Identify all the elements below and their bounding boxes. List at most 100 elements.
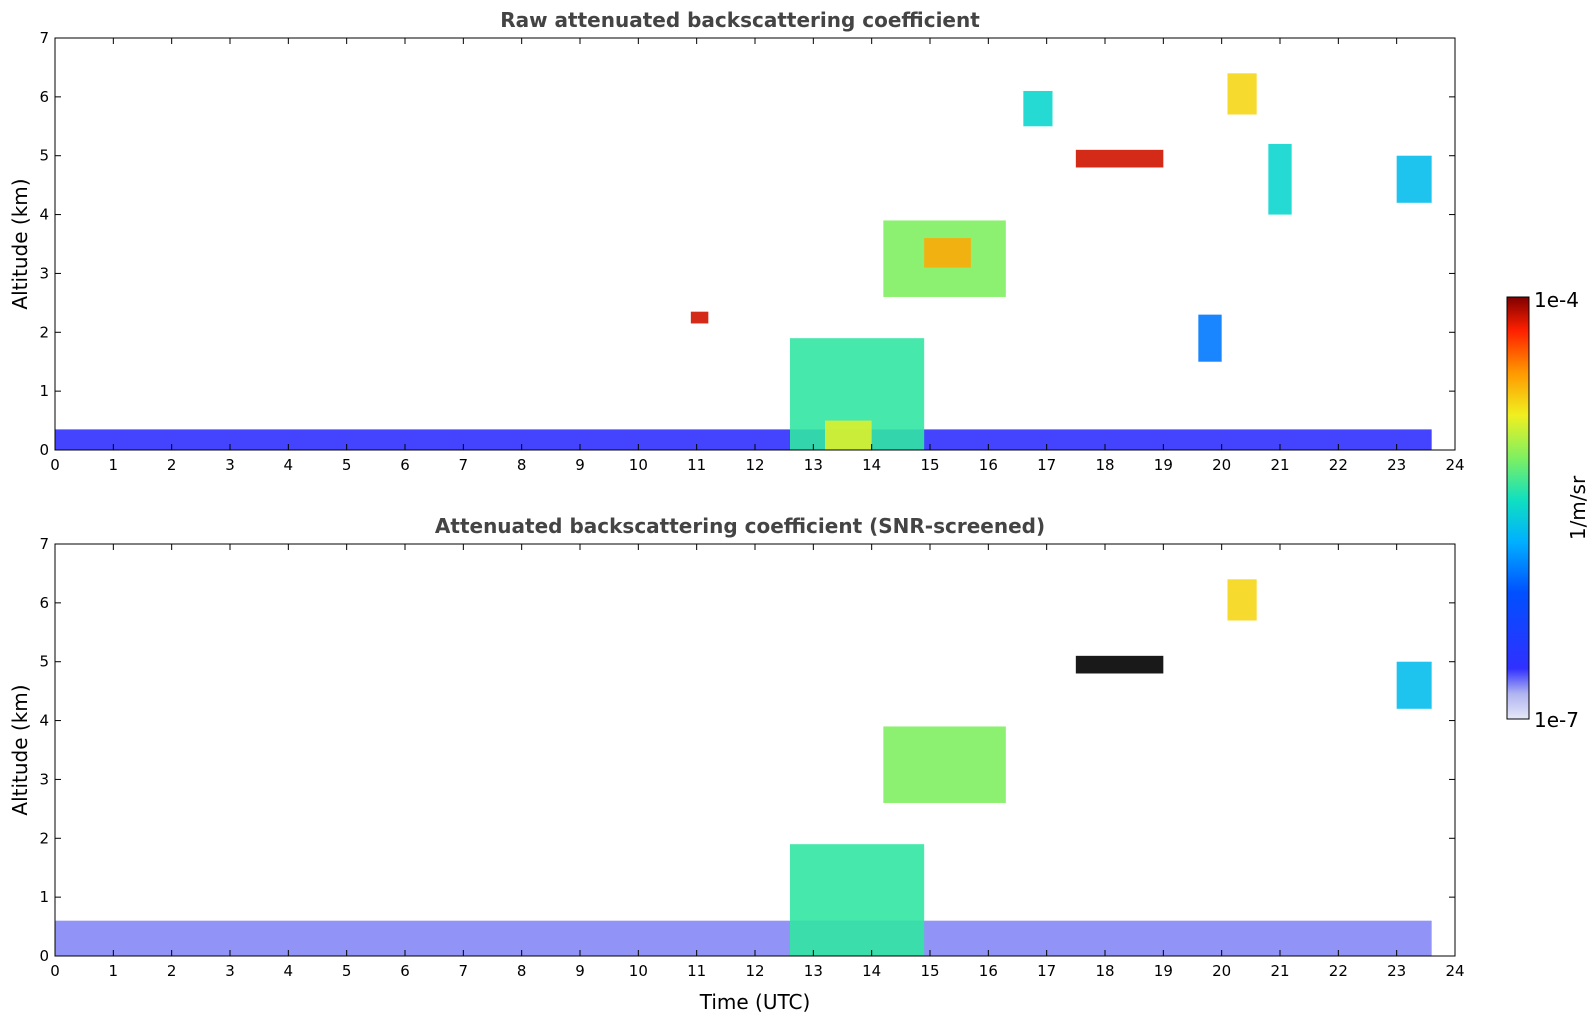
y-tick-label: 4 — [39, 206, 49, 224]
x-tick-label: 14 — [862, 456, 881, 474]
x-tick-label: 20 — [1212, 962, 1231, 980]
x-tick-label: 21 — [1270, 962, 1289, 980]
y-tick-label: 3 — [39, 264, 49, 282]
y-tick-label: 3 — [39, 770, 49, 788]
screened-x-axis: 0 1 2 3 4 5 6 7 8 9 10 11 12 13 14 15 16 17 18 19 20 21 22 23 24 — [50, 544, 1465, 980]
screened-y-axis-label: Altitude (km) — [8, 684, 32, 815]
y-tick-label: 1 — [39, 382, 49, 400]
y-tick-label: 2 — [39, 829, 49, 847]
y-tick-label: 5 — [39, 147, 49, 165]
x-tick-label: 0 — [50, 962, 60, 980]
x-tick-label: 8 — [517, 962, 527, 980]
y-tick-label: 4 — [39, 712, 49, 730]
colorbar-label: 1/m/sr — [1566, 475, 1590, 540]
heatmap-feature: patch — [1023, 90, 1053, 127]
raw-heatmap: boundary-layer aerosolconvective plumepl… — [55, 38, 1455, 450]
x-tick-label: 1 — [109, 456, 119, 474]
x-tick-label: 20 — [1212, 456, 1231, 474]
heatmap-feature: convective plume — [790, 844, 925, 956]
x-tick-label: 17 — [1037, 456, 1056, 474]
y-tick-label: 7 — [39, 535, 49, 553]
x-tick-label: 18 — [1095, 962, 1114, 980]
colorbar: 1e-4 1e-7 1/m/sr — [1506, 288, 1590, 732]
heatmap-feature: high layer — [1396, 661, 1432, 709]
y-tick-label: 6 — [39, 88, 49, 106]
colorbar-max-label: 1e-4 — [1534, 288, 1579, 312]
y-tick-label: 0 — [39, 441, 49, 459]
screened-panel: Attenuated backscattering coefficient (S… — [8, 514, 1465, 1014]
raw-x-axis: 0 1 2 3 4 5 6 7 8 9 10 11 12 13 14 15 16 17 18 19 20 21 22 23 24 — [50, 38, 1465, 474]
x-tick-label: 22 — [1329, 962, 1348, 980]
x-tick-label: 11 — [687, 456, 706, 474]
x-tick-label: 23 — [1387, 962, 1406, 980]
x-tick-label: 10 — [629, 962, 648, 980]
x-tick-label: 18 — [1095, 456, 1114, 474]
x-tick-label: 15 — [920, 962, 939, 980]
heatmap-feature: thin cloud layer — [1075, 655, 1164, 674]
heatmap-feature: plume core — [825, 420, 872, 450]
x-tick-label: 24 — [1445, 962, 1464, 980]
x-tick-label: 4 — [284, 456, 294, 474]
x-tick-label: 9 — [575, 456, 585, 474]
x-tick-label: 19 — [1154, 456, 1173, 474]
x-tick-label: 13 — [804, 456, 823, 474]
x-axis-label: Time (UTC) — [699, 990, 811, 1014]
x-tick-label: 2 — [167, 456, 177, 474]
x-tick-label: 16 — [979, 962, 998, 980]
heatmap-feature: boundary-layer aerosol — [55, 920, 1432, 956]
x-tick-label: 3 — [225, 962, 235, 980]
heatmap-feature: cloud core — [924, 238, 971, 268]
x-tick-label: 8 — [517, 456, 527, 474]
heatmap-feature: patch — [1198, 314, 1222, 362]
x-tick-label: 24 — [1445, 456, 1464, 474]
x-tick-label: 9 — [575, 962, 585, 980]
raw-y-axis: 0 1 2 3 4 5 6 7 — [39, 29, 1455, 459]
heatmap-feature: high layer — [1396, 155, 1432, 203]
x-tick-label: 6 — [400, 962, 410, 980]
x-tick-label: 12 — [745, 962, 764, 980]
y-tick-label: 1 — [39, 888, 49, 906]
x-tick-label: 15 — [920, 456, 939, 474]
raw-panel: Raw attenuated backscattering coefficien… — [8, 8, 1465, 474]
x-tick-label: 3 — [225, 456, 235, 474]
colorbar-min-label: 1e-7 — [1534, 708, 1579, 732]
x-tick-label: 21 — [1270, 456, 1289, 474]
y-tick-label: 2 — [39, 323, 49, 341]
x-tick-label: 10 — [629, 456, 648, 474]
x-tick-label: 4 — [284, 962, 294, 980]
y-tick-label: 0 — [39, 947, 49, 965]
heatmap-feature: low cloud — [690, 311, 709, 324]
x-tick-label: 5 — [342, 456, 352, 474]
heatmap-feature: high cloud — [1227, 73, 1257, 115]
screened-heatmap: boundary-layer aerosolconvective plume mi… — [55, 544, 1455, 956]
x-tick-label: 6 — [400, 456, 410, 474]
x-tick-label: 7 — [459, 456, 469, 474]
y-tick-label: 6 — [39, 594, 49, 612]
x-tick-label: 23 — [1387, 456, 1406, 474]
colorbar-ramp — [1506, 296, 1530, 720]
screened-panel-title: Attenuated backscattering coefficient (S… — [435, 514, 1045, 538]
x-tick-label: 1 — [109, 962, 119, 980]
x-tick-label: 16 — [979, 456, 998, 474]
screened-y-axis: 0 1 2 3 4 5 6 7 — [39, 535, 1455, 965]
y-tick-label: 7 — [39, 29, 49, 47]
heatmap-feature: mid-level cloud — [883, 726, 1006, 803]
heatmap-feature: thin cloud layer — [1075, 149, 1164, 168]
x-tick-label: 17 — [1037, 962, 1056, 980]
heatmap-feature: high cloud — [1227, 579, 1257, 621]
raw-y-axis-label: Altitude (km) — [8, 178, 32, 309]
screened-heatmap-bg — [55, 544, 1455, 956]
x-tick-label: 2 — [167, 962, 177, 980]
x-tick-label: 0 — [50, 456, 60, 474]
y-tick-label: 5 — [39, 653, 49, 671]
raw-heatmap-bg — [55, 38, 1455, 450]
x-tick-label: 13 — [804, 962, 823, 980]
x-tick-label: 19 — [1154, 962, 1173, 980]
raw-panel-title: Raw attenuated backscattering coefficien… — [500, 8, 980, 32]
x-tick-label: 22 — [1329, 456, 1348, 474]
heatmap-feature: falling streak — [1268, 143, 1292, 215]
x-tick-label: 11 — [687, 962, 706, 980]
screened-heatmap-cells: boundary-layer aerosolconvective plume mi… — [55, 579, 1432, 956]
x-tick-label: 7 — [459, 962, 469, 980]
